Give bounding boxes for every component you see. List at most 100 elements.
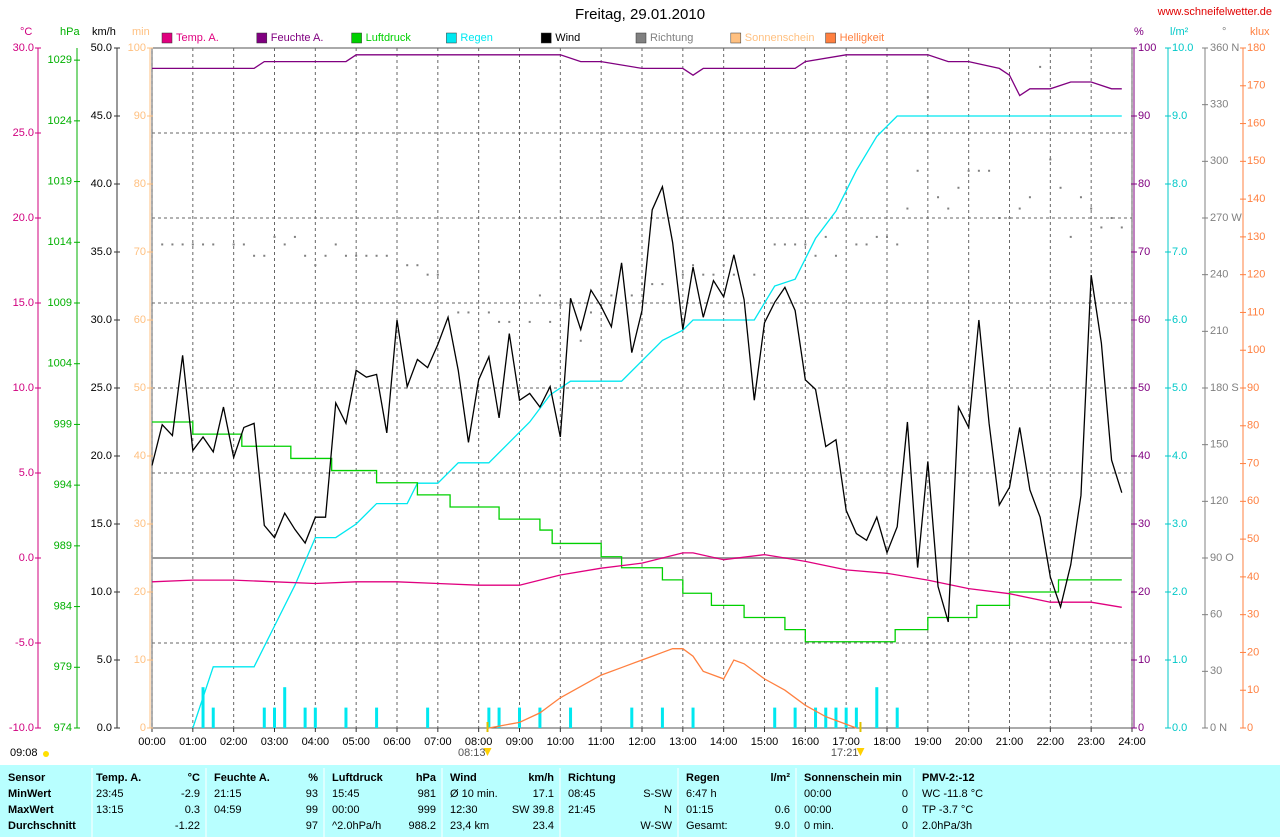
direction-dot bbox=[773, 243, 776, 246]
y-tick-label: 30 bbox=[1138, 518, 1150, 530]
rain-bar bbox=[875, 687, 879, 728]
y-tick-label: 210 bbox=[1210, 325, 1228, 337]
direction-dot bbox=[651, 283, 654, 286]
table-cell: 21:45 bbox=[568, 804, 596, 816]
table-header: Richtung bbox=[568, 772, 616, 784]
y-tick-label: 60 bbox=[1210, 609, 1222, 621]
y-tick-label: 90 bbox=[1138, 110, 1150, 122]
y-tick-label: 150 bbox=[1247, 155, 1265, 167]
rain-bar bbox=[854, 707, 858, 728]
x-tick-label: 09:00 bbox=[506, 736, 534, 748]
direction-dot bbox=[191, 243, 194, 246]
direction-dot bbox=[589, 311, 592, 314]
y-tick-label: 150 bbox=[1210, 439, 1228, 451]
direction-dot bbox=[722, 264, 725, 267]
y-tick-label: 1009 bbox=[48, 297, 72, 309]
y-tick-label: 70 bbox=[1247, 457, 1259, 469]
x-tick-label: 20:00 bbox=[955, 736, 983, 748]
direction-dot bbox=[283, 243, 286, 246]
direction-dot bbox=[212, 243, 215, 246]
y-tick-label: 0 N bbox=[1210, 722, 1227, 734]
rain-bar bbox=[375, 707, 379, 728]
series-line bbox=[488, 648, 857, 729]
legend-label: Richtung bbox=[650, 32, 693, 44]
table-header: Temp. A. bbox=[96, 772, 141, 784]
y-tick-label: 160 bbox=[1247, 117, 1265, 129]
legend-label: Temp. A. bbox=[176, 32, 219, 44]
x-tick-label: 05:00 bbox=[342, 736, 370, 748]
table-cell: 2.0hPa/3h bbox=[922, 820, 972, 832]
y-tick-label: 20 bbox=[1138, 586, 1150, 598]
y-tick-label: 979 bbox=[54, 661, 72, 673]
y-tick-label: 10.0 bbox=[91, 586, 112, 598]
direction-dot bbox=[702, 273, 705, 276]
y-tick-label: 90 bbox=[1247, 382, 1259, 394]
table-cell: 0 bbox=[902, 804, 908, 816]
y-tick-label: 1019 bbox=[48, 175, 72, 187]
direction-dot bbox=[559, 303, 562, 306]
legend-swatch bbox=[825, 32, 836, 44]
y-tick-label: 30 bbox=[1247, 609, 1259, 621]
rain-bar bbox=[660, 707, 664, 728]
direction-dot bbox=[273, 235, 276, 238]
direction-dot bbox=[916, 169, 919, 172]
direction-dot bbox=[324, 254, 327, 257]
y-tick-label: 1004 bbox=[48, 358, 72, 370]
x-tick-label: 06:00 bbox=[383, 736, 411, 748]
direction-dot bbox=[232, 243, 235, 246]
rain-bar bbox=[344, 707, 348, 728]
x-tick-label: 19:00 bbox=[914, 736, 942, 748]
direction-dot bbox=[355, 254, 358, 257]
rain-bar bbox=[283, 687, 287, 728]
axis-label: km/h bbox=[92, 26, 116, 38]
table-cell: Ø 10 min. bbox=[450, 788, 498, 800]
y-tick-label: 974 bbox=[54, 722, 72, 734]
x-tick-label: 15:00 bbox=[751, 736, 779, 748]
direction-dot bbox=[1049, 158, 1052, 161]
table-cell: N bbox=[664, 804, 672, 816]
y-tick-label: 15.0 bbox=[91, 518, 112, 530]
y-tick-label: -5.0 bbox=[15, 637, 34, 649]
series-line bbox=[152, 54, 1122, 97]
x-tick-label: 17:00 bbox=[832, 736, 860, 748]
y-tick-label: 0.0 bbox=[19, 552, 34, 564]
direction-dot bbox=[293, 235, 296, 238]
y-tick-label: 240 bbox=[1210, 269, 1228, 281]
table-cell: 6:47 h bbox=[686, 788, 717, 800]
table-header: °C bbox=[188, 772, 200, 784]
direction-dot bbox=[947, 207, 950, 210]
stats-table: Sensor Temp. A. °C Feuchte A.% Luftdruck hPa W… bbox=[8, 768, 983, 837]
direction-dot bbox=[1018, 207, 1021, 210]
y-tick-label: 30.0 bbox=[91, 314, 112, 326]
y-tick-label: 999 bbox=[54, 418, 72, 430]
direction-dot bbox=[416, 264, 419, 267]
axis-label: hPa bbox=[60, 26, 80, 38]
y-tick-label: 15.0 bbox=[13, 297, 34, 309]
y-tick-label: 989 bbox=[54, 540, 72, 552]
sunset-arrow bbox=[856, 748, 865, 756]
y-tick-label: 1014 bbox=[48, 236, 72, 248]
y-tick-label: 120 bbox=[1247, 269, 1265, 281]
legend-label: Feuchte A. bbox=[271, 32, 324, 44]
y-tick-label: 40 bbox=[1247, 571, 1259, 583]
legend-label: Luftdruck bbox=[366, 32, 412, 44]
axis-label: ° bbox=[1222, 26, 1226, 38]
series-line bbox=[151, 552, 1122, 608]
direction-dot bbox=[824, 235, 827, 238]
y-tick-label: 20 bbox=[1247, 646, 1259, 658]
legend-swatch bbox=[540, 32, 552, 44]
series-line bbox=[151, 184, 1123, 623]
direction-dot bbox=[926, 96, 929, 99]
y-tick-label: 110 bbox=[1247, 306, 1265, 318]
y-tick-label: 120 bbox=[1210, 495, 1228, 507]
direction-dot bbox=[242, 243, 245, 246]
axis-label: l/m² bbox=[1170, 26, 1189, 38]
rain-bar bbox=[773, 707, 777, 728]
table-cell: 23,4 km bbox=[450, 820, 489, 832]
table-cell: 981 bbox=[418, 788, 436, 800]
direction-dot bbox=[1100, 226, 1103, 229]
table-cell: 93 bbox=[306, 788, 318, 800]
direction-dot bbox=[753, 273, 756, 276]
direction-dot bbox=[804, 243, 807, 246]
axis-label: °C bbox=[20, 26, 32, 38]
